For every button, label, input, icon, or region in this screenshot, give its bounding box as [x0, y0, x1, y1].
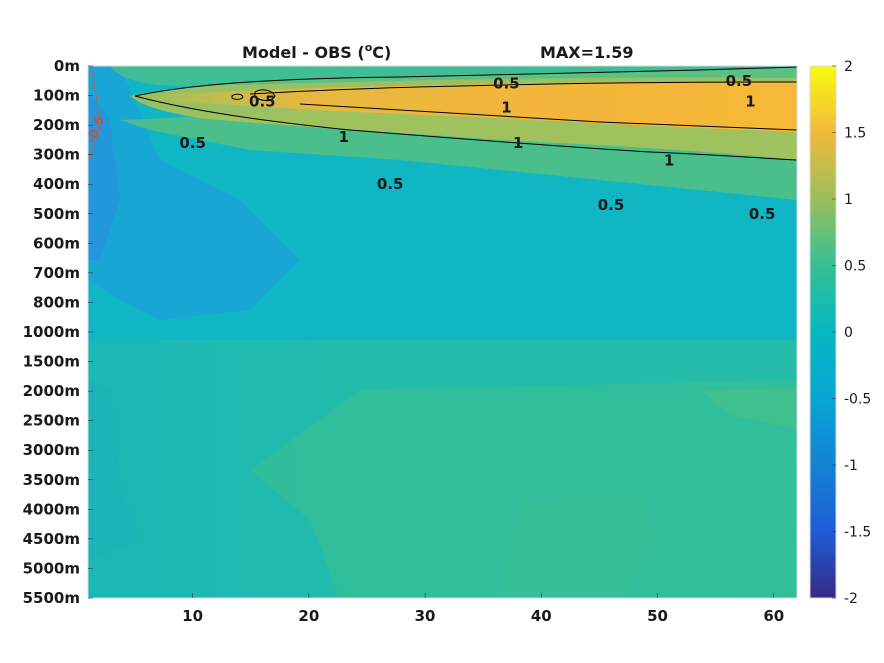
contour-0.5-upper — [134, 66, 797, 97]
y-tick-label: 200m — [33, 116, 80, 134]
y-tick-label: 3500m — [23, 471, 80, 489]
contour-label: 0.5 — [598, 196, 625, 214]
contour-label: 0.5 — [726, 72, 753, 90]
x-tick-label: 50 — [647, 607, 668, 625]
chart-title: Model - OBS (oC) — [242, 41, 391, 62]
contour-label: 0.5 — [179, 134, 206, 152]
deep-warmer-patch — [250, 380, 797, 598]
y-tick-label: 0m — [54, 57, 80, 75]
deep-western-cool — [88, 380, 140, 560]
y-tick-label: 300m — [33, 146, 80, 164]
colorbar-tick-label: -0.5 — [844, 392, 871, 408]
colorbar-tick-label: 0.5 — [844, 259, 866, 275]
contour-label: 1 — [513, 134, 523, 152]
colorbar-tick-label: 1.5 — [844, 126, 866, 142]
y-tick-label: 800m — [33, 293, 80, 311]
contour-label: 0.5 — [749, 205, 776, 223]
contour-label: 1 — [501, 98, 511, 116]
contour-1-blob-2 — [231, 93, 244, 100]
contour-label: 1 — [664, 152, 674, 170]
colorbar-tick-label: 1 — [844, 192, 853, 208]
y-tick-label: 100m — [33, 87, 80, 105]
colorbar — [809, 65, 837, 599]
y-tick-label: 5500m — [23, 589, 80, 607]
colorbar-tick-label: -1 — [844, 458, 858, 474]
deep-warm-patch-east — [700, 388, 797, 430]
contour-1-lower — [299, 103, 797, 131]
contour-0.5-lower — [134, 95, 797, 161]
contour-1-blob-1 — [254, 89, 276, 101]
colorbar-tick-label: -2 — [844, 591, 858, 607]
y-tick-label: 1000m — [23, 323, 80, 341]
warm-band-core — [140, 82, 797, 132]
x-tick-label: 60 — [763, 607, 784, 625]
x-tick-label: 10 — [182, 607, 203, 625]
deep-patch-southeast — [500, 495, 660, 598]
contour-negative — [89, 69, 99, 161]
y-axis: 0m 100m 200m 300m 400m 500m 600m 700m 800m 1000m 1… — [23, 57, 93, 607]
colorbar-tick-label: 0 — [844, 325, 853, 341]
y-tick-label: 500m — [33, 205, 80, 223]
y-tick-label: 4500m — [23, 530, 80, 548]
y-tick-label: 3000m — [23, 441, 80, 459]
contour-label: 1 — [745, 92, 755, 110]
y-tick-label: 2500m — [23, 412, 80, 430]
y-tick-label: 600m — [33, 234, 80, 252]
colorbar-tick-label: -1.5 — [844, 525, 871, 541]
colorbar-tick-label: 2 — [844, 59, 853, 75]
x-tick-label: 20 — [298, 607, 319, 625]
x-axis: 10 20 30 40 50 60 — [182, 593, 784, 625]
max-label: MAX=1.59 — [540, 43, 634, 62]
colorbar-ticks: 2 1.5 1 0.5 0 -0.5 -1 -1.5 -2 — [832, 59, 871, 607]
contour-label: 0.5 — [493, 75, 520, 93]
contour-1-upper — [249, 81, 797, 95]
y-tick-label: 1500m — [23, 353, 80, 371]
y-tick-label: 5000m — [23, 559, 80, 577]
y-tick-label: 700m — [33, 264, 80, 282]
western-cold-core — [88, 90, 120, 260]
x-tick-label: 40 — [531, 607, 552, 625]
y-tick-label: 2000m — [23, 382, 80, 400]
western-cold-region — [88, 66, 300, 320]
contour-label: 0.5 — [249, 92, 276, 110]
y-tick-label: 400m — [33, 175, 80, 193]
contour-label: 1 — [338, 128, 348, 146]
svg-text:Model - OBS (oC): Model - OBS (oC) — [242, 41, 391, 62]
y-tick-label: 4000m — [23, 500, 80, 518]
contour-label: 0.5 — [377, 175, 404, 193]
x-tick-label: 30 — [415, 607, 436, 625]
